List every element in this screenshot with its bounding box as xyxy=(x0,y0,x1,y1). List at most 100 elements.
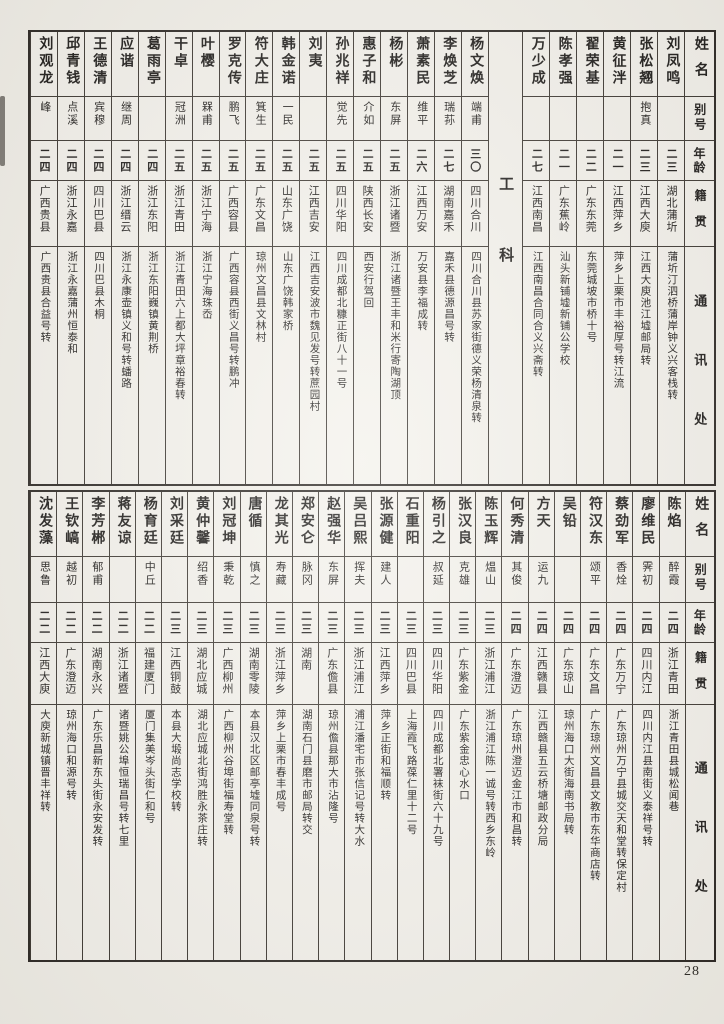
person-name: 邱青钱 xyxy=(64,36,80,87)
person-column: 蔡劲军 香烇 二四 广东万宁 广东琼州万宁县城交天和堂转保定村 xyxy=(606,492,633,960)
person-alias xyxy=(554,556,581,602)
person-alias: 瑞荪 xyxy=(434,96,461,140)
person-age: 二四 xyxy=(138,140,165,180)
person-address: 嘉禾县德源昌号转 xyxy=(434,246,461,484)
person-alias xyxy=(550,96,577,140)
person-column: 刘冠坤 秉乾 二三 广西柳州 广西柳州谷埠街福寿堂转 xyxy=(213,492,240,960)
person-age: 二三 xyxy=(266,602,292,642)
person-alias: 端甫 xyxy=(461,96,488,140)
person-name: 萧素民 xyxy=(414,36,430,87)
person-address: 广东琼州万宁县城交天和堂转保定村 xyxy=(607,704,633,960)
person-origin: 广东万宁 xyxy=(607,642,633,704)
person-alias xyxy=(523,96,550,140)
person-column: 张松翘 抱真 二三 江西大庾 江西大庾池江墟邮局转 xyxy=(630,32,658,484)
person-origin: 广东琼山 xyxy=(554,642,581,704)
person-address: 厦门集美岑头街仁和号 xyxy=(135,704,162,960)
person-age: 二三 xyxy=(450,602,476,642)
person-origin: 江西大庾 xyxy=(631,180,658,246)
person-name: 石重阳 xyxy=(403,496,419,547)
person-age: 二五 xyxy=(273,140,300,180)
person-age: 二五 xyxy=(300,140,327,180)
person-origin: 四川巴县 xyxy=(84,180,111,246)
person-alias xyxy=(577,96,604,140)
person-column: 葛雨亭 二四 浙江东阳 浙江东阳巍镇黄荆桥 xyxy=(137,32,165,484)
person-alias: 觉先 xyxy=(327,96,354,140)
person-age: 二三 xyxy=(423,602,450,642)
person-age: 二三 xyxy=(371,602,397,642)
person-address: 广西贵县合益号转 xyxy=(31,246,57,484)
person-age: 二五 xyxy=(165,140,192,180)
person-column: 刘凤鸣 二三 湖北蒲圻 蒲圻汀泗桥蒲岸钟义兴客栈转 xyxy=(657,32,684,484)
header-name: 姓名 xyxy=(693,496,709,548)
person-column: 孙兆祥 觉先 二五 四川华阳 四川成都北糠正街八十一号 xyxy=(326,32,354,484)
person-address: 江西吉安波市魏见发号转蔗园村 xyxy=(300,246,327,484)
person-name: 万少成 xyxy=(529,36,545,87)
person-alias: 建人 xyxy=(371,556,397,602)
header-alias: 别号 xyxy=(685,556,714,602)
person-age: 二四 xyxy=(57,140,84,180)
person-origin: 湖南零陵 xyxy=(240,642,266,704)
person-alias: 运九 xyxy=(528,556,554,602)
person-origin: 江西萍乡 xyxy=(371,642,397,704)
person-origin: 浙江缙云 xyxy=(111,180,138,246)
person-alias: 思鲁 xyxy=(31,556,57,602)
person-name: 惠子和 xyxy=(360,36,376,87)
person-column: 杨育廷 中丘 二二 福建厦门 厦门集美岑头街仁和号 xyxy=(134,492,162,960)
person-age: 二三 xyxy=(188,602,214,642)
person-origin: 广东澄迈 xyxy=(502,642,528,704)
person-column: 陈焰 醉霞 二四 浙江青田 浙江青田县城松闻巷 xyxy=(658,492,685,960)
person-column: 吴铅 二四 广东琼山 琼州海口大街海南书局转 xyxy=(553,492,581,960)
person-age: 二三 xyxy=(240,602,266,642)
person-name: 赵强华 xyxy=(325,496,341,547)
person-alias xyxy=(162,556,188,602)
person-alias: 抱真 xyxy=(631,96,658,140)
person-address: 浙江浦江陈一诚号转西乡东岭 xyxy=(476,704,502,960)
person-column: 符汉东 颂平 二四 广东文昌 广东琼州文昌县文教市东华商店转 xyxy=(580,492,607,960)
person-origin: 湖南永兴 xyxy=(83,642,109,704)
person-address: 湖南石门县磨市邮局转交 xyxy=(292,704,319,960)
person-column: 廖维民 霁初 二四 四川内江 四川内江县南街义泰祥号转 xyxy=(632,492,659,960)
person-alias xyxy=(604,96,631,140)
person-address: 浙江东阳巍镇黄荆桥 xyxy=(138,246,165,484)
person-address: 四川成都北糠正街八十一号 xyxy=(327,246,354,484)
person-name: 黄仲馨 xyxy=(194,496,210,547)
person-column: 萧素民 维平 二六 江西万安 万安县李福成转 xyxy=(406,32,434,484)
person-origin: 湖北蒲圻 xyxy=(658,180,684,246)
person-column: 王德清 宾穆 二四 四川巴县 四川巴县木桐 xyxy=(83,32,111,484)
person-origin: 浙江青田 xyxy=(659,642,685,704)
person-age: 二四 xyxy=(528,602,554,642)
person-age: 二五 xyxy=(192,140,219,180)
person-origin: 浙江宁海 xyxy=(192,180,219,246)
person-column: 黄征泮 二一 江西萍乡 萍乡上栗市丰裕厚号转江流 xyxy=(603,32,631,484)
header-origin: 籍贯 xyxy=(684,180,714,246)
person-origin: 江西南昌 xyxy=(523,180,550,246)
person-column: 杨引之 叔延 二三 四川华阳 四川成都北署袜街六十九号 xyxy=(422,492,450,960)
roster-table-bottom: 姓名 别号 年龄 籍贯 通讯处 陈焰 醉霞 二四 浙江青田 浙江青田县城松闻巷 廖维民 霁初 二四 四川内… xyxy=(28,490,716,962)
person-age: 二四 xyxy=(633,602,659,642)
person-name: 吴吕熙 xyxy=(351,496,367,547)
person-origin: 浙江诸暨 xyxy=(381,180,407,246)
person-column: 惠子和 介如 二五 陕西长安 西安行驾回 xyxy=(353,32,381,484)
person-origin: 浙江萍乡 xyxy=(266,642,292,704)
person-name: 葛雨亭 xyxy=(145,36,161,87)
person-address: 广西容县西街义昌号转鹏冲 xyxy=(219,246,246,484)
person-origin: 四川内江 xyxy=(633,642,659,704)
person-alias: 秉乾 xyxy=(214,556,240,602)
person-age: 二三 xyxy=(631,140,658,180)
person-alias: 霁初 xyxy=(633,556,659,602)
person-name: 杨引之 xyxy=(429,496,445,547)
person-name: 郑安仑 xyxy=(298,496,314,547)
person-origin: 浙江青田 xyxy=(165,180,192,246)
person-address: 四川巴县木桐 xyxy=(84,246,111,484)
person-alias: 东屏 xyxy=(319,556,345,602)
person-name: 蔡劲军 xyxy=(613,496,629,547)
person-name: 刘观龙 xyxy=(37,36,53,87)
person-age: 二一 xyxy=(550,140,577,180)
header-address: 通讯处 xyxy=(684,246,714,484)
person-origin: 浙江浦江 xyxy=(476,642,502,704)
person-column: 张汉良 克雄 二三 广东紫金 广东紫金忠心水口 xyxy=(449,492,476,960)
person-age: 二三 xyxy=(162,602,188,642)
person-address: 琼州儋县那大市沾隆号 xyxy=(319,704,345,960)
person-alias: 郁甫 xyxy=(83,556,109,602)
